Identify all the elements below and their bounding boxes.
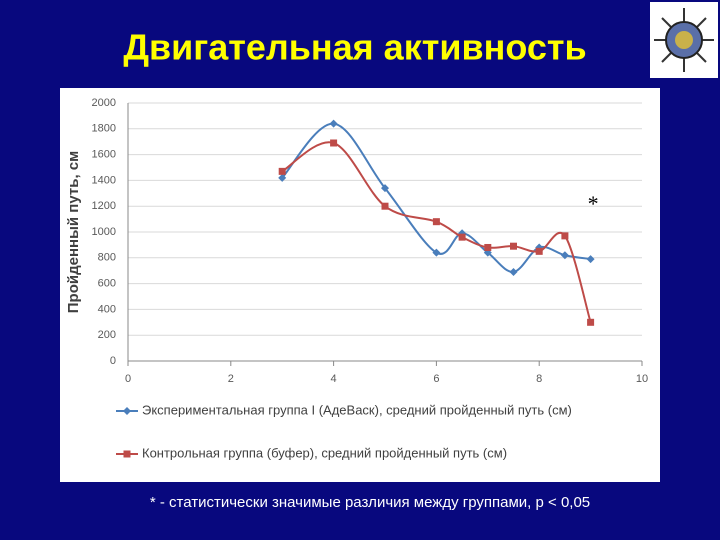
series-line bbox=[281, 141, 592, 323]
marker bbox=[330, 139, 338, 147]
y-tick-label: 400 bbox=[98, 303, 116, 315]
x-tick-label: 10 bbox=[636, 373, 648, 385]
marker bbox=[458, 233, 466, 241]
marker bbox=[535, 247, 543, 255]
logo-icon bbox=[650, 2, 718, 78]
y-axis-label: Пройденный путь, см bbox=[65, 151, 82, 313]
y-tick-label: 1800 bbox=[92, 123, 116, 135]
y-tick-label: 1200 bbox=[92, 200, 116, 212]
marker bbox=[509, 267, 518, 276]
legend-marker bbox=[123, 450, 131, 458]
y-tick-label: 1600 bbox=[92, 149, 116, 161]
y-tick-label: 1000 bbox=[92, 226, 116, 238]
marker bbox=[561, 232, 569, 240]
marker bbox=[278, 173, 287, 182]
annotation: * bbox=[588, 191, 599, 216]
marker bbox=[329, 119, 338, 128]
slide-title: Двигательная активность bbox=[123, 27, 586, 68]
marker bbox=[432, 218, 440, 226]
y-tick-label: 0 bbox=[110, 355, 116, 367]
x-tick-label: 2 bbox=[228, 373, 234, 385]
marker bbox=[586, 255, 595, 264]
x-tick-label: 8 bbox=[536, 373, 542, 385]
marker bbox=[381, 184, 389, 193]
y-tick-label: 800 bbox=[98, 252, 116, 264]
y-tick-label: 2000 bbox=[92, 97, 116, 109]
legend-label: Контрольная группа (буфер), средний прой… bbox=[142, 445, 507, 460]
y-tick-label: 600 bbox=[98, 278, 116, 290]
y-tick-label: 200 bbox=[98, 329, 116, 341]
x-tick-label: 4 bbox=[331, 373, 337, 385]
marker bbox=[278, 167, 286, 175]
x-tick-label: 6 bbox=[433, 373, 439, 385]
chart-area bbox=[60, 88, 660, 482]
y-tick-label: 1400 bbox=[92, 174, 116, 186]
marker bbox=[510, 242, 517, 250]
x-tick-label: 0 bbox=[125, 373, 131, 385]
footnote: * - статистически значимые различия межд… bbox=[150, 494, 590, 511]
marker bbox=[560, 251, 569, 260]
marker bbox=[587, 318, 595, 326]
marker bbox=[484, 243, 492, 251]
legend-label: Экспериментальная группа I (АдеВаск), ср… bbox=[142, 402, 572, 417]
marker bbox=[432, 248, 441, 257]
marker bbox=[381, 202, 389, 210]
legend-marker bbox=[123, 407, 131, 415]
